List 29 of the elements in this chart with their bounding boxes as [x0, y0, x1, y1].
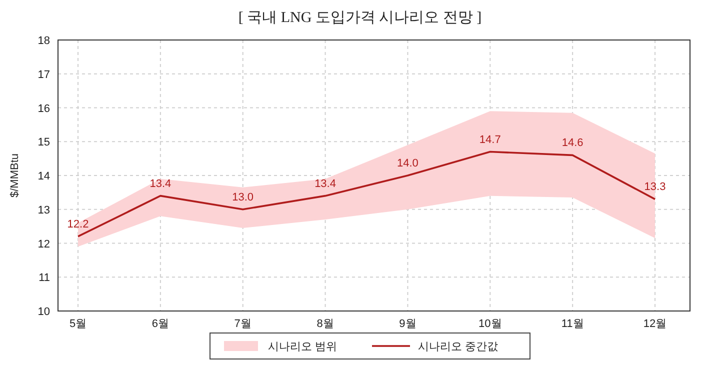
x-tick-label: 7월	[234, 318, 252, 330]
x-tick-label: 5월	[69, 318, 87, 330]
y-tick-label: 14	[38, 170, 50, 182]
y-tick-label: 12	[38, 238, 50, 250]
y-tick-label: 18	[38, 35, 50, 47]
y-tick-label: 11	[38, 272, 50, 284]
legend-label: 시나리오 중간값	[418, 341, 498, 353]
y-tick-label: 17	[38, 68, 50, 81]
chart-title: [ 국내 LNG 도입가격 시나리오 전망 ]	[238, 10, 482, 26]
data-label: 14.7	[479, 134, 501, 146]
data-label: 14.6	[562, 137, 584, 150]
x-tick-label: 11월	[561, 318, 584, 330]
y-tick-label: 15	[38, 136, 50, 149]
data-label: 12.2	[67, 218, 89, 230]
x-tick-label: 6월	[152, 318, 169, 330]
data-label: 13.4	[314, 178, 336, 190]
data-label: 13.4	[150, 178, 172, 190]
y-tick-label: 16	[38, 102, 50, 115]
y-axis-title: $/MMBtu	[9, 153, 21, 198]
x-tick-label: 9월	[399, 318, 416, 330]
x-tick-label: 10월	[478, 318, 502, 330]
data-label: 14.0	[397, 158, 418, 170]
text: 시나리오 범위	[268, 341, 338, 353]
y-tick-label: 10	[38, 306, 50, 318]
y-tick-label: 13	[38, 204, 50, 216]
x-tick-label: 8월	[316, 318, 334, 330]
data-label: 13.0	[232, 191, 254, 204]
data-label: 13.3	[644, 181, 666, 194]
x-tick-label: 12월	[643, 318, 667, 330]
